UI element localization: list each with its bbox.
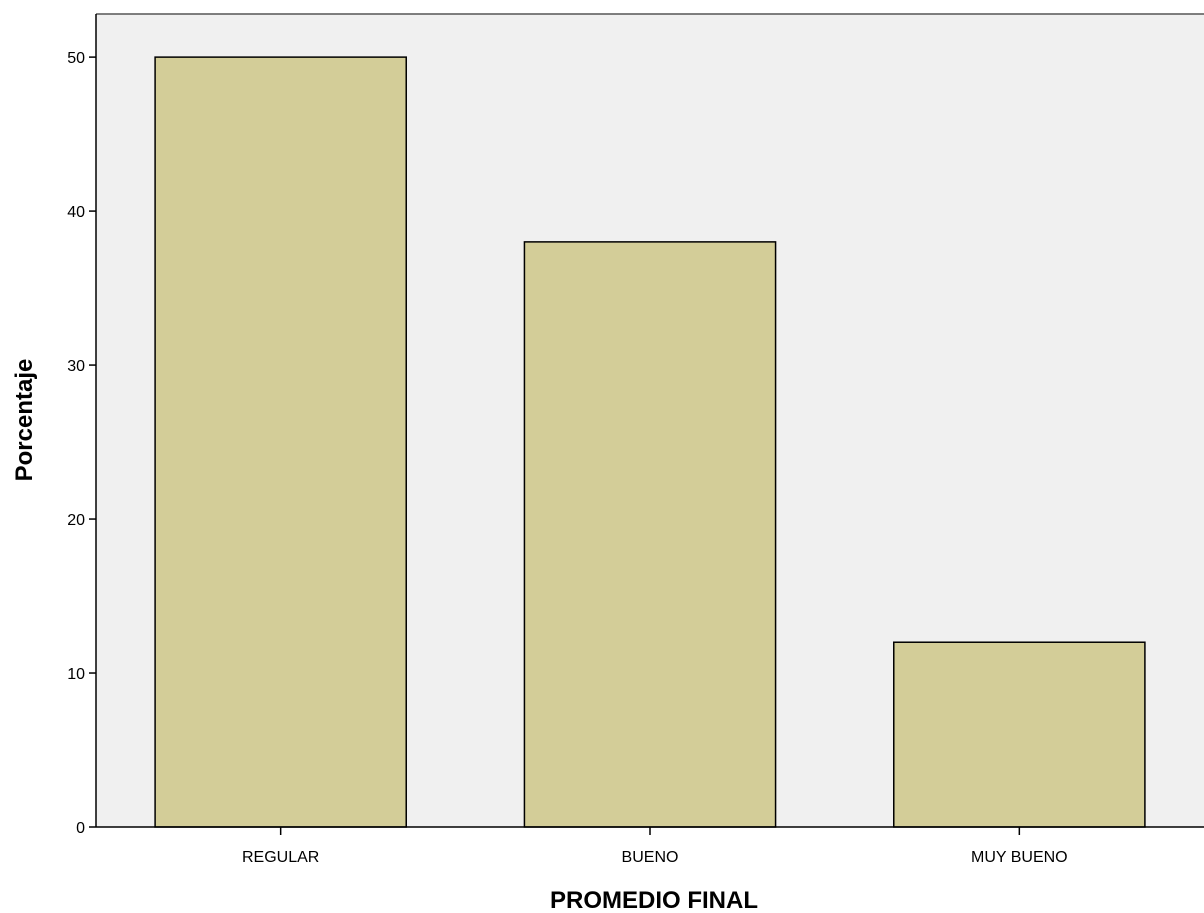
y-tick-label: 30 xyxy=(67,358,85,375)
x-tick-label: MUY BUENO xyxy=(971,849,1068,866)
y-tick-label: 10 xyxy=(67,666,85,683)
y-tick-label: 40 xyxy=(67,204,85,221)
bar-muy-bueno xyxy=(893,641,1146,828)
y-axis-title: Porcentaje xyxy=(11,359,38,482)
x-axis-ticks: REGULAR BUENO MUY BUENO xyxy=(242,827,1068,866)
y-tick-label: 0 xyxy=(76,820,85,837)
x-tick-label: BUENO xyxy=(622,849,679,866)
x-axis-title: PROMEDIO FINAL xyxy=(550,887,758,913)
y-axis-ticks: 0 10 20 30 40 50 xyxy=(67,50,96,837)
bar-bueno xyxy=(523,241,777,828)
x-tick-label: REGULAR xyxy=(242,849,319,866)
y-tick-label: 20 xyxy=(67,512,85,529)
y-tick-label: 50 xyxy=(67,50,85,67)
bar-regular xyxy=(154,56,407,828)
